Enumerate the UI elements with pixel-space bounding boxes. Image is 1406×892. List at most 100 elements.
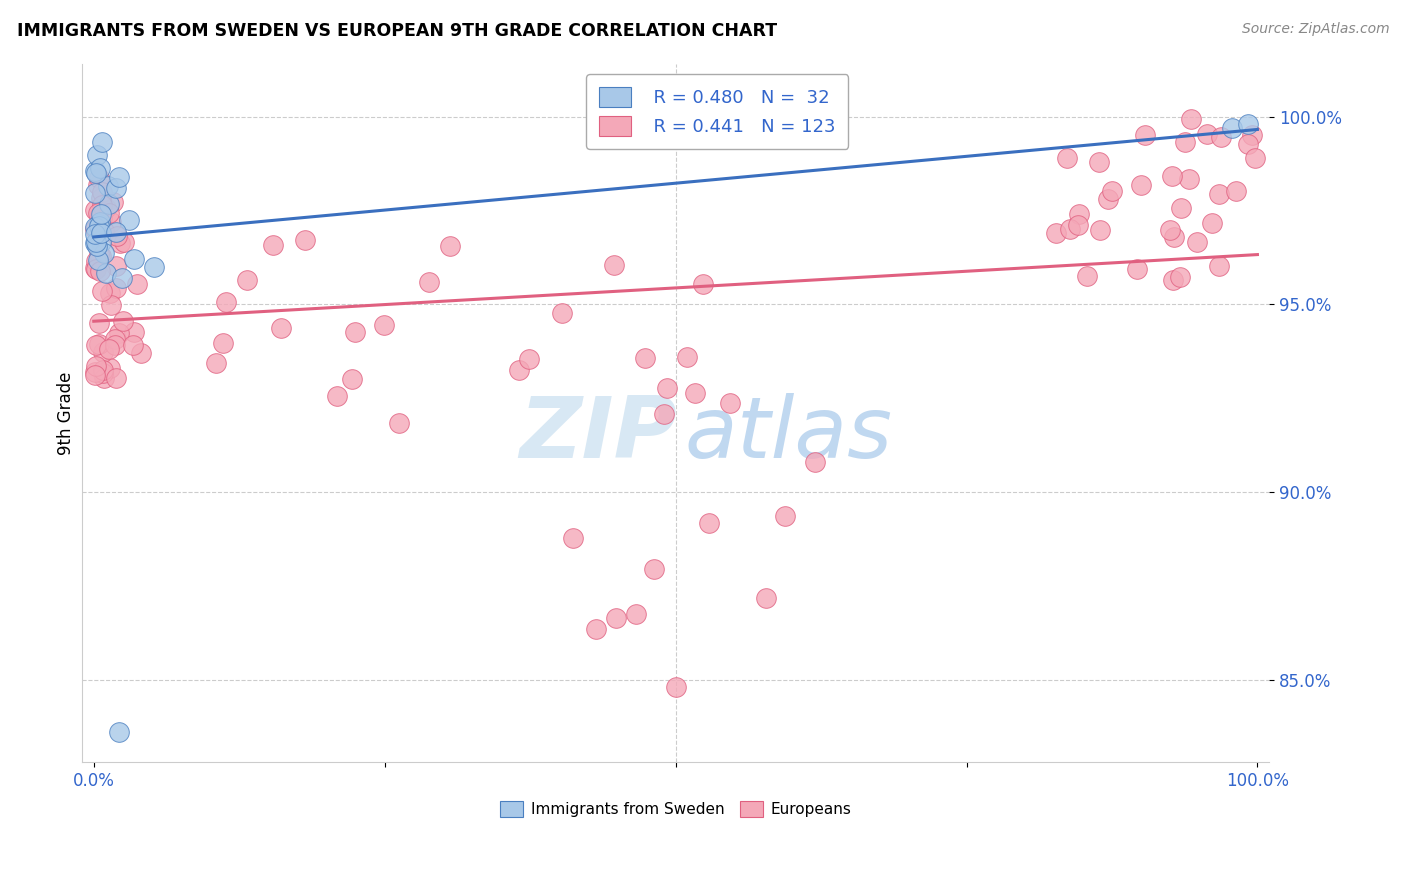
Point <box>1067 207 1090 221</box>
Point <box>89 215 111 229</box>
Point <box>1170 201 1192 215</box>
Point <box>1088 223 1111 237</box>
Point <box>118 212 141 227</box>
Point <box>1059 221 1081 235</box>
Point <box>655 381 678 395</box>
Point <box>87 337 110 351</box>
Point <box>91 366 114 380</box>
Point <box>108 326 131 341</box>
Text: ZIP: ZIP <box>520 392 678 475</box>
Point <box>388 416 411 430</box>
Point <box>91 211 114 225</box>
Point <box>84 260 107 275</box>
Point <box>89 208 111 222</box>
Point <box>1185 235 1208 249</box>
Point <box>84 166 107 180</box>
Point <box>143 260 166 274</box>
Point <box>96 202 118 216</box>
Point <box>1197 128 1219 142</box>
Text: IMMIGRANTS FROM SWEDEN VS EUROPEAN 9TH GRADE CORRELATION CHART: IMMIGRANTS FROM SWEDEN VS EUROPEAN 9TH G… <box>17 22 778 40</box>
Point <box>86 178 108 192</box>
Point <box>1174 136 1197 150</box>
Point <box>90 226 112 240</box>
Point <box>603 258 626 272</box>
Point <box>1180 112 1202 127</box>
Point <box>87 247 110 261</box>
Point <box>94 267 117 281</box>
Point <box>84 365 107 379</box>
Point <box>98 205 121 219</box>
Point <box>91 135 114 149</box>
Point <box>105 228 128 243</box>
Point <box>344 325 367 339</box>
Point <box>439 239 461 253</box>
Point <box>373 318 395 333</box>
Point <box>652 407 675 421</box>
Point <box>84 337 107 351</box>
Point <box>86 238 108 252</box>
Point <box>93 371 115 385</box>
Point <box>104 281 127 295</box>
Point <box>84 236 107 251</box>
Point <box>87 316 110 330</box>
Point <box>1163 229 1185 244</box>
Point <box>773 508 796 523</box>
Point <box>1211 130 1233 145</box>
Point <box>129 346 152 360</box>
Point <box>101 195 124 210</box>
Point <box>89 219 111 233</box>
Point <box>1097 192 1119 206</box>
Point <box>84 219 107 234</box>
Point <box>585 623 607 637</box>
Point <box>1056 151 1078 165</box>
Point <box>100 298 122 312</box>
Point <box>84 235 107 250</box>
Point <box>1159 223 1181 237</box>
Point <box>124 252 146 267</box>
Point <box>105 225 128 239</box>
Point <box>551 306 574 320</box>
Point <box>1225 184 1247 198</box>
Point <box>91 345 114 359</box>
Point <box>89 264 111 278</box>
Point <box>107 169 129 184</box>
Point <box>84 368 107 382</box>
Point <box>84 164 107 178</box>
Point <box>676 350 699 364</box>
Point <box>624 607 647 622</box>
Point <box>665 681 688 695</box>
Point <box>1087 154 1109 169</box>
Point <box>605 611 627 625</box>
Point <box>1101 185 1123 199</box>
Point <box>127 277 149 291</box>
Point <box>124 325 146 339</box>
Point <box>108 725 131 739</box>
Point <box>91 198 114 212</box>
Legend: Immigrants from Sweden, Europeans: Immigrants from Sweden, Europeans <box>492 793 859 824</box>
Point <box>634 351 657 365</box>
Point <box>718 395 741 409</box>
Point <box>692 277 714 291</box>
Point <box>84 186 107 200</box>
Point <box>697 516 720 531</box>
Y-axis label: 9th Grade: 9th Grade <box>58 372 75 455</box>
Point <box>84 227 107 242</box>
Point <box>89 171 111 186</box>
Point <box>84 262 107 277</box>
Point <box>121 338 143 352</box>
Point <box>1220 120 1243 135</box>
Point <box>100 215 122 229</box>
Point <box>804 455 827 469</box>
Point <box>1237 137 1260 152</box>
Point <box>97 179 120 194</box>
Point <box>1208 259 1230 273</box>
Point <box>236 273 259 287</box>
Point <box>1076 268 1098 283</box>
Point <box>84 222 107 236</box>
Point <box>112 235 135 249</box>
Point <box>211 335 233 350</box>
Point <box>93 246 115 260</box>
Point <box>105 370 128 384</box>
Point <box>1045 226 1067 240</box>
Point <box>108 236 131 251</box>
